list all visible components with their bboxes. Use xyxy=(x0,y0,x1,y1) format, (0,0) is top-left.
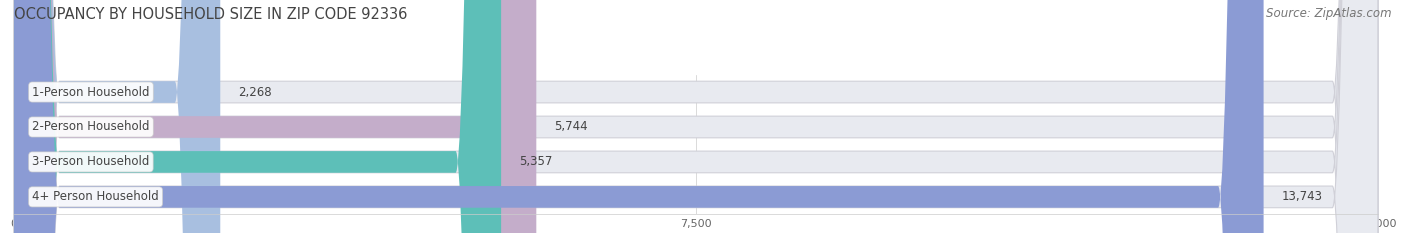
FancyBboxPatch shape xyxy=(14,0,501,233)
Text: 5,744: 5,744 xyxy=(554,120,588,134)
Text: 5,357: 5,357 xyxy=(519,155,553,168)
Text: 2,268: 2,268 xyxy=(239,86,273,99)
Text: 1-Person Household: 1-Person Household xyxy=(32,86,150,99)
Text: OCCUPANCY BY HOUSEHOLD SIZE IN ZIP CODE 92336: OCCUPANCY BY HOUSEHOLD SIZE IN ZIP CODE … xyxy=(14,7,408,22)
Text: Source: ZipAtlas.com: Source: ZipAtlas.com xyxy=(1267,7,1392,20)
Text: 4+ Person Household: 4+ Person Household xyxy=(32,190,159,203)
FancyBboxPatch shape xyxy=(14,0,221,233)
FancyBboxPatch shape xyxy=(14,0,1378,233)
FancyBboxPatch shape xyxy=(14,0,1378,233)
FancyBboxPatch shape xyxy=(14,0,536,233)
Text: 13,743: 13,743 xyxy=(1282,190,1323,203)
FancyBboxPatch shape xyxy=(14,0,1264,233)
Text: 3-Person Household: 3-Person Household xyxy=(32,155,149,168)
FancyBboxPatch shape xyxy=(14,0,1378,233)
Text: 2-Person Household: 2-Person Household xyxy=(32,120,150,134)
FancyBboxPatch shape xyxy=(14,0,1378,233)
